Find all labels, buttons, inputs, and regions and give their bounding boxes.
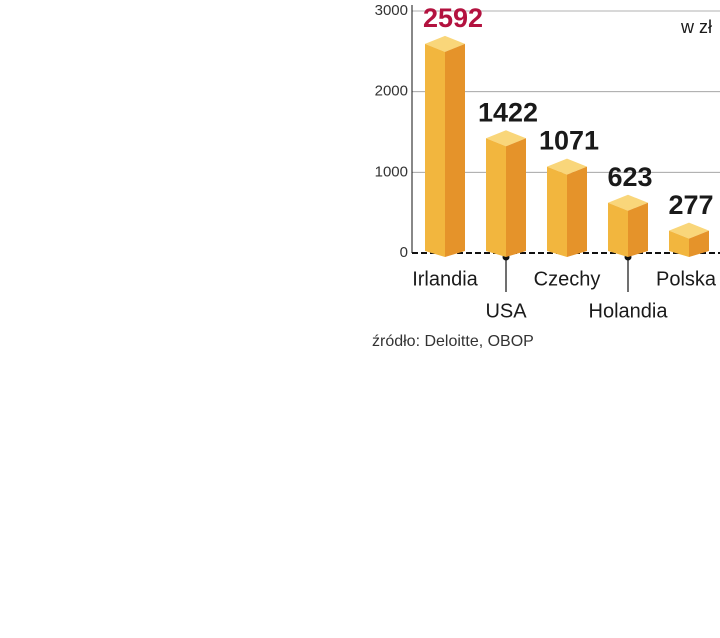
y-tick-label: 0 (400, 244, 408, 261)
y-tick-label: 2000 (375, 83, 408, 100)
bar-side (689, 230, 709, 257)
value-label: 277 (668, 190, 713, 220)
bar-side (628, 202, 648, 257)
bar-side (506, 138, 526, 257)
x-tick-label: Holandia (589, 300, 669, 322)
value-label: 623 (607, 162, 652, 192)
y-tick-label: 1000 (375, 163, 408, 180)
value-label: 1422 (478, 97, 538, 127)
x-tick-label: Polska (656, 268, 717, 290)
bar-side (445, 43, 465, 257)
value-label: 1071 (539, 126, 599, 156)
x-tick-label: Irlandia (412, 268, 478, 290)
bar-front (608, 202, 628, 257)
source: źródło: Deloitte, OBOP (372, 333, 534, 350)
x-tick-label: USA (485, 300, 527, 322)
bar-front (547, 166, 567, 257)
unit-label: w zł (680, 17, 712, 37)
bar-front (486, 138, 506, 257)
value-label: 2592 (423, 3, 483, 33)
bar-side (567, 166, 587, 257)
bar-front (669, 230, 689, 257)
bar-front (425, 43, 445, 257)
y-tick-label: 3000 (375, 2, 408, 19)
x-tick-label: Czechy (534, 268, 601, 290)
